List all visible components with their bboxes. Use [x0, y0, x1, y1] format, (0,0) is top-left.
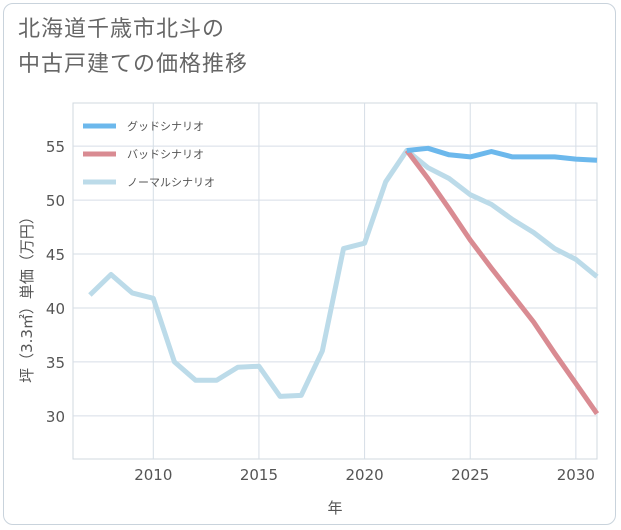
- series-line-0: [406, 145, 598, 163]
- x-tick-label: 2015: [240, 466, 278, 484]
- series-lines: [88, 145, 600, 416]
- chart-title-line-2: 中古戸建ての価格推移: [18, 52, 249, 77]
- chart-title: 北海道千歳市北斗の 中古戸建ての価格推移: [18, 12, 248, 82]
- x-tick-label: 2030: [557, 466, 595, 484]
- x-tick-label: 2020: [345, 466, 383, 484]
- x-tick-labels: 2010 2015 2020 2025 2030: [134, 466, 595, 484]
- y-tick-label: 55: [46, 138, 65, 156]
- y-axis-label: 坪（3.3㎡）単価（万円）: [18, 209, 36, 383]
- series-line-1: [404, 148, 600, 416]
- legend-label-2: ノーマルシナリオ: [127, 176, 215, 189]
- y-tick-label: 50: [46, 192, 65, 210]
- x-tick-label: 2010: [134, 466, 172, 484]
- legend-label-1: バッドシナリオ: [127, 148, 204, 161]
- y-tick-labels: 30 35 40 45 50 55: [46, 138, 65, 426]
- x-tick-label: 2025: [451, 466, 489, 484]
- chart-card: [3, 3, 616, 525]
- y-tick-label: 30: [46, 408, 65, 426]
- x-axis-label: 年: [327, 499, 342, 517]
- chart-title-line-1: 北海道千歳市北斗の: [18, 17, 226, 42]
- y-tick-label: 35: [46, 354, 65, 372]
- legend-label-0: グッドシナリオ: [127, 119, 204, 133]
- series-line-2: [88, 148, 599, 399]
- plot-area-border: [72, 102, 598, 460]
- y-tick-label: 40: [46, 300, 65, 318]
- gridlines: [73, 103, 597, 459]
- y-tick-label: 45: [46, 246, 65, 264]
